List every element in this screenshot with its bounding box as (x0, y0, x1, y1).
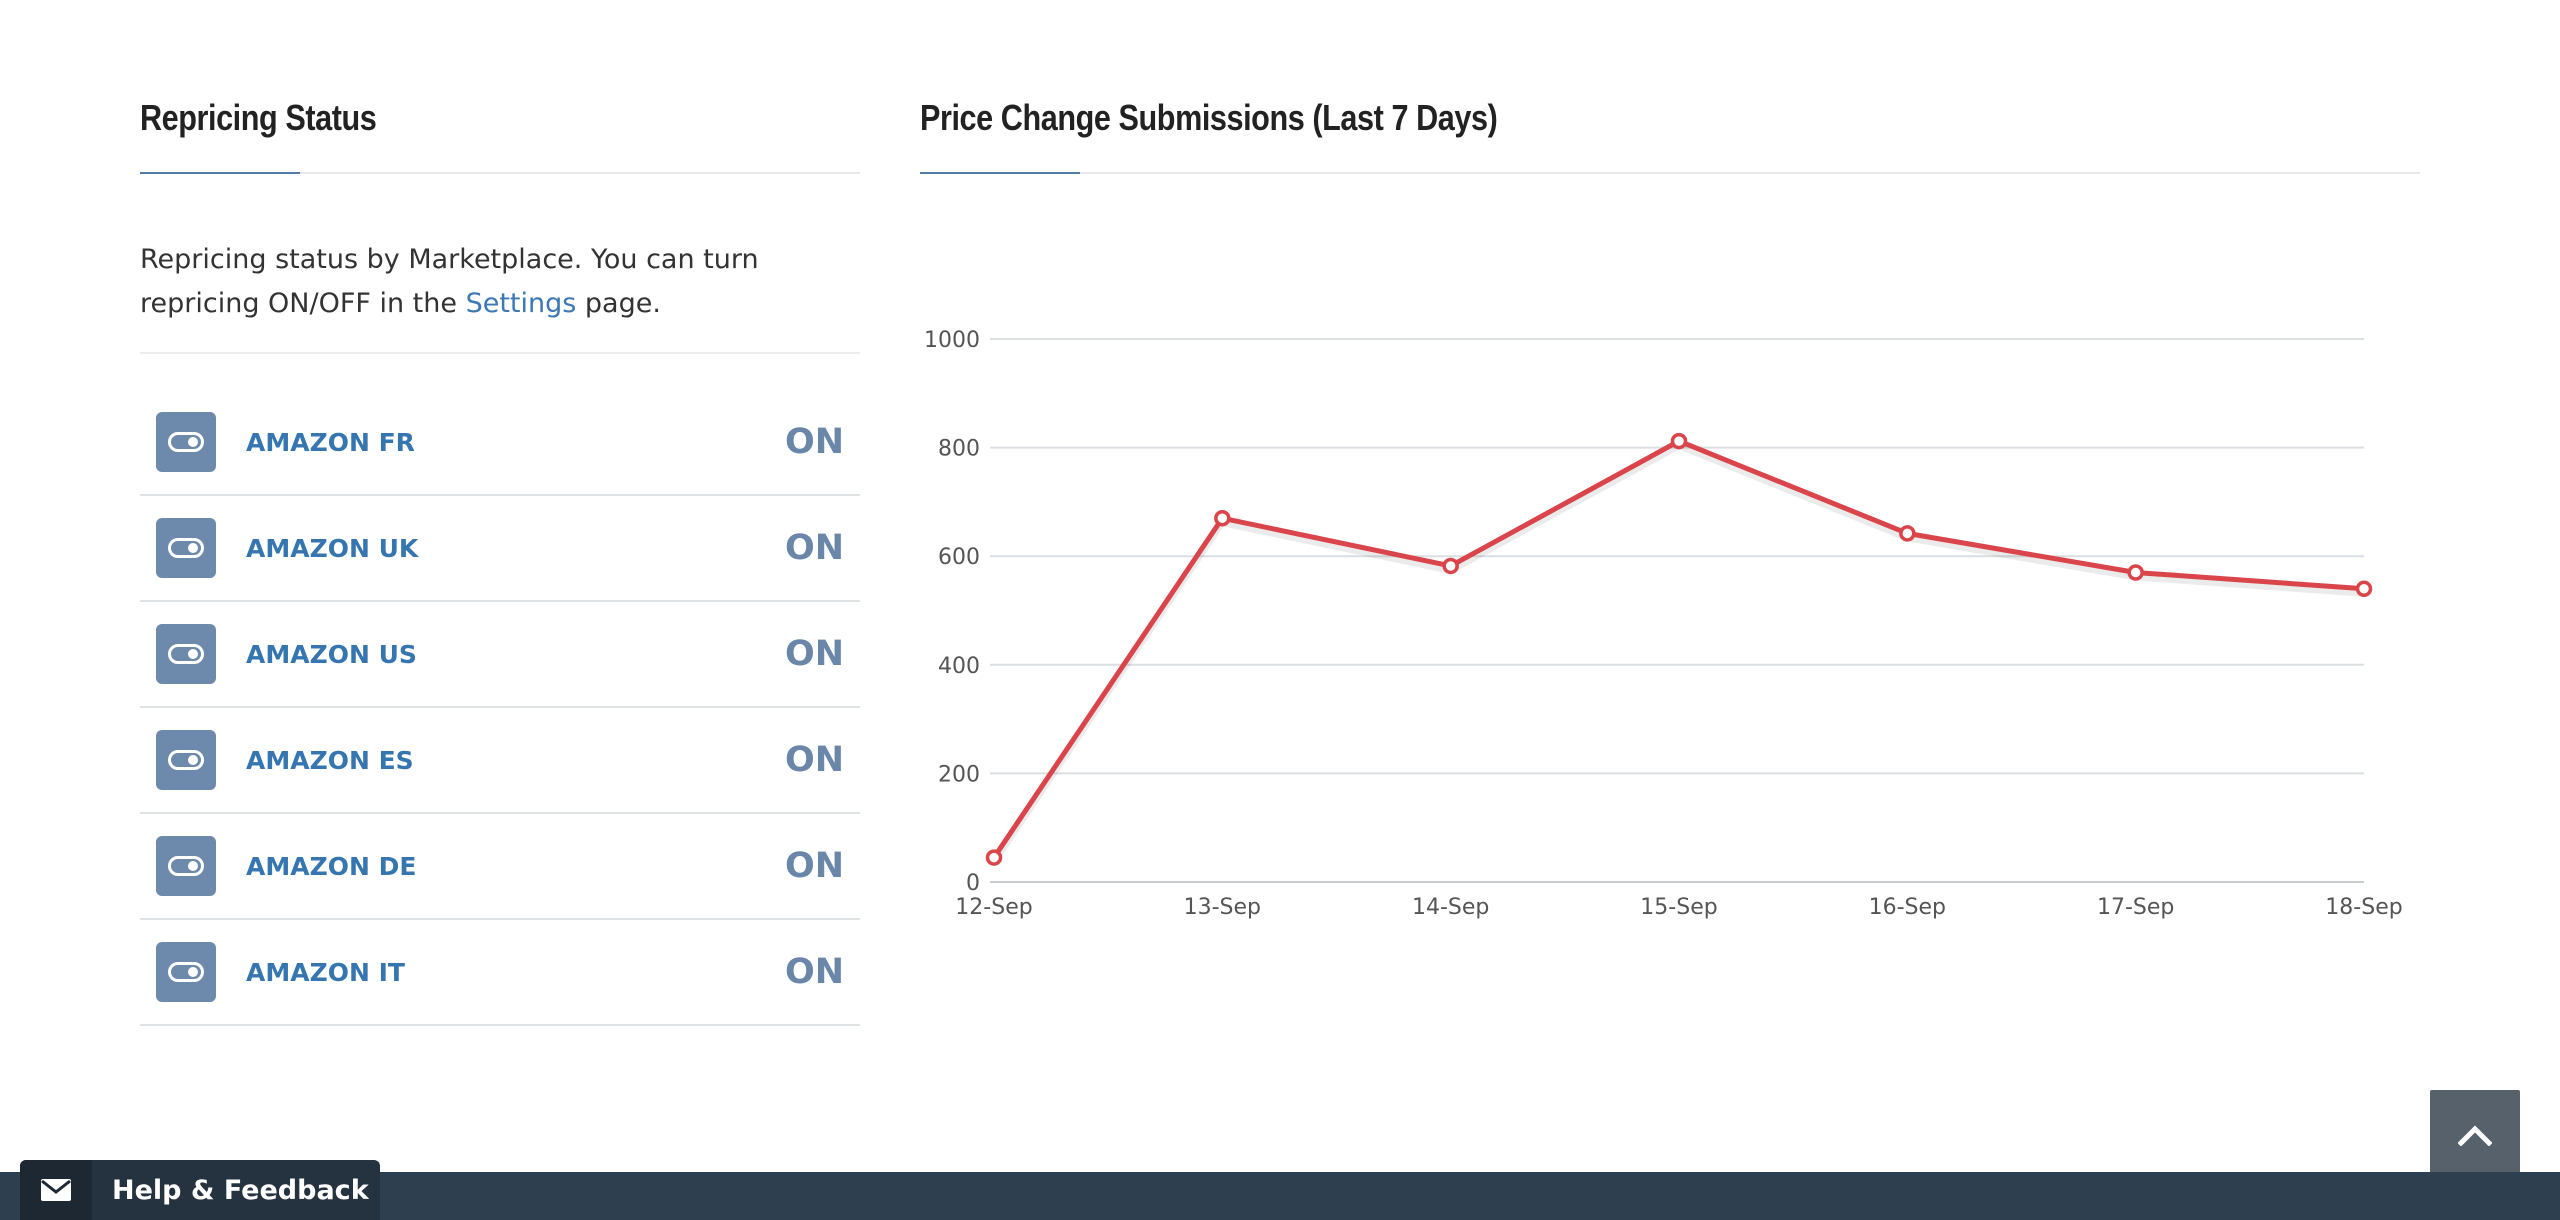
repricing-status-title: Repricing Status (140, 97, 377, 138)
x-tick-label: 15-Sep (1640, 895, 1717, 920)
toggle-icon (168, 538, 204, 558)
x-tick-label: 13-Sep (1184, 895, 1261, 920)
y-tick-label: 600 (938, 545, 980, 570)
repricing-toggle-button[interactable] (156, 624, 216, 684)
series-line (991, 438, 2365, 859)
description-text: Repricing status by Marketplace. You can… (140, 244, 759, 319)
marketplace-row-de: AMAZON DE ON (140, 814, 860, 920)
repricing-status-value: ON (784, 952, 844, 992)
x-tick-label: 16-Sep (1869, 895, 1946, 920)
data-point (1670, 432, 1688, 450)
marketplace-name[interactable]: AMAZON FR (246, 427, 415, 457)
repricing-toggle-button[interactable] (156, 942, 216, 1002)
toggle-icon (168, 750, 204, 770)
description-text-end: page. (576, 288, 661, 319)
repricing-toggle-button[interactable] (156, 836, 216, 896)
data-point (1899, 525, 1916, 542)
repricing-status-value: ON (784, 422, 844, 462)
y-tick-label: 800 (938, 437, 980, 462)
y-tick-label: 1000 (924, 328, 980, 353)
x-tick-label: 17-Sep (2097, 895, 2174, 920)
y-tick-label: 0 (966, 871, 980, 896)
help-feedback-label: Help & Feedback (112, 1174, 369, 1206)
description-divider (140, 352, 860, 354)
y-tick-label: 200 (938, 762, 980, 787)
help-feedback-button[interactable]: Help & Feedback (20, 1160, 380, 1220)
repricing-toggle-button[interactable] (156, 730, 216, 790)
repricing-status-panel: Repricing Status Repricing status by Mar… (140, 88, 860, 1026)
repricing-status-value: ON (784, 740, 844, 780)
settings-link[interactable]: Settings (465, 288, 577, 319)
repricing-status-value: ON (784, 634, 844, 674)
back-to-top-button[interactable] (2430, 1090, 2520, 1180)
data-point (985, 849, 1003, 866)
footer-bar (0, 1172, 2560, 1220)
toggle-icon (168, 856, 204, 876)
marketplace-name[interactable]: AMAZON DE (246, 851, 417, 881)
marketplace-name[interactable]: AMAZON ES (246, 745, 414, 775)
series-line-shadow (991, 442, 2365, 865)
data-point (1214, 509, 1231, 527)
title-divider (140, 172, 860, 174)
marketplace-list: AMAZON FR ON AMAZON UK ON AMAZON US ON (140, 390, 860, 1026)
chevron-up-icon (2458, 1125, 2492, 1146)
repricing-description: Repricing status by Marketplace. You can… (140, 238, 860, 326)
x-tick-label: 14-Sep (1412, 895, 1489, 920)
price-change-chart: 0 200 400 600 800 1000 12-Sep 13-Sep 14-Sep 15-Se… (920, 234, 2420, 934)
data-point (2127, 564, 2144, 581)
envelope-icon (41, 1179, 71, 1201)
marketplace-row-it: AMAZON IT ON (140, 920, 860, 1026)
toggle-icon (168, 962, 204, 982)
data-point (2355, 580, 2373, 598)
repricing-status-value: ON (784, 528, 844, 568)
marketplace-row-us: AMAZON US ON (140, 602, 860, 708)
marketplace-name[interactable]: AMAZON UK (246, 533, 419, 563)
marketplace-row-es: AMAZON ES ON (140, 708, 860, 814)
x-tick-label: 12-Sep (955, 895, 1032, 920)
toggle-icon (168, 432, 204, 452)
help-icon-container (20, 1160, 92, 1220)
marketplace-name[interactable]: AMAZON IT (246, 957, 405, 987)
marketplace-name[interactable]: AMAZON US (246, 639, 417, 669)
chart-title-divider (920, 172, 2420, 174)
repricing-toggle-button[interactable] (156, 518, 216, 578)
marketplace-row-fr: AMAZON FR ON (140, 390, 860, 496)
repricing-toggle-button[interactable] (156, 412, 216, 472)
toggle-icon (168, 644, 204, 664)
price-change-panel: Price Change Submissions (Last 7 Days) 0… (920, 88, 2420, 934)
x-tick-label: 18-Sep (2325, 895, 2402, 920)
repricing-status-value: ON (784, 846, 844, 886)
marketplace-row-uk: AMAZON UK ON (140, 496, 860, 602)
y-tick-label: 400 (938, 654, 980, 679)
line-chart-svg: 0 200 400 600 800 1000 12-Sep 13-Sep 14-Sep 15-Se… (924, 328, 2403, 920)
chart-title: Price Change Submissions (Last 7 Days) (920, 97, 1498, 138)
data-point (1442, 557, 1459, 575)
